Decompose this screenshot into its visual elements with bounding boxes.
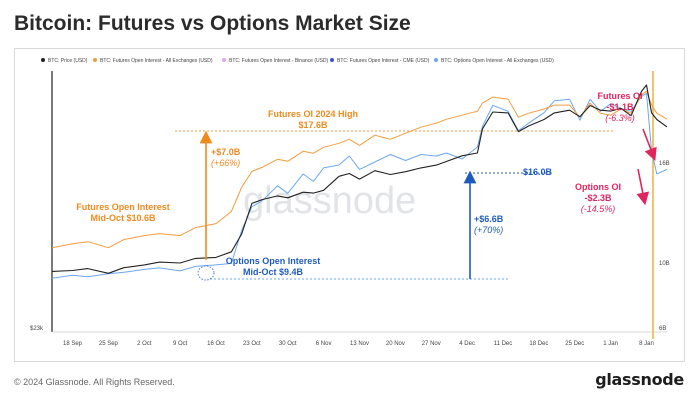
x-tick-label: 9 Oct bbox=[173, 341, 188, 347]
chart-title: Bitcoin: Futures vs Options Market Size bbox=[14, 12, 411, 35]
legend-swatch-futures bbox=[93, 58, 97, 62]
x-axis-ticks: 18 Sep 25 Sep 2 Oct 9 Oct 16 Oct 23 Oct 30 Oct… bbox=[63, 341, 654, 347]
annotation-futures-change-line1: +$7.0B bbox=[211, 147, 241, 157]
chart-svg: BTC: Price (USD) BTC: Futures Open Inter… bbox=[30, 58, 670, 347]
annotation-futures-change: +$7.0B (+66%) bbox=[211, 147, 241, 168]
glassnode-logo: glassnode bbox=[595, 370, 684, 389]
y-right-tick-10B: 10B bbox=[659, 261, 670, 267]
annotation-futures-drop-line3: (-6.3%) bbox=[605, 113, 635, 123]
x-tick-label: 16 Oct bbox=[207, 341, 225, 347]
series-layer bbox=[51, 84, 668, 279]
chart-panel: BTC: Price (USD) BTC: Futures Open Inter… bbox=[14, 48, 685, 362]
options-oi-line bbox=[51, 92, 668, 279]
x-tick-label: 25 Dec bbox=[565, 341, 584, 347]
x-tick-label: 20 Nov bbox=[386, 341, 405, 347]
annotation-options-change: +$6.6B (+70%) bbox=[474, 214, 504, 235]
annotation-options-drop-line3: (-14.5%) bbox=[581, 204, 616, 214]
legend: BTC: Price (USD) BTC: Futures Open Inter… bbox=[41, 58, 554, 64]
legend-swatch-binance bbox=[222, 58, 226, 62]
x-tick-label: 23 Oct bbox=[243, 341, 261, 347]
y-right-tick-6B: 6B bbox=[659, 326, 666, 332]
y-right-ticks: 16B 10B 6B bbox=[659, 161, 670, 332]
x-tick-label: 25 Sep bbox=[99, 341, 119, 347]
price-line bbox=[51, 84, 668, 274]
legend-item-binance: BTC: Futures Open Interest - Binance (US… bbox=[229, 58, 329, 64]
x-tick-label: 18 Sep bbox=[63, 341, 83, 347]
legend-item-options: BTC: Options Open Interest - All Exchang… bbox=[441, 58, 554, 64]
annotation-futures-midoct-line1: Futures Open Interest bbox=[76, 202, 170, 212]
watermark: glassnode bbox=[243, 180, 416, 222]
x-tick-label: 27 Nov bbox=[422, 341, 441, 347]
legend-swatch-cme bbox=[330, 58, 334, 62]
annotation-options-change-line1: +$6.6B bbox=[474, 214, 504, 224]
annotation-futures-drop: Futures OI -$1.1B (-6.3%) bbox=[597, 91, 642, 123]
annotation-options-level: $16.0B bbox=[523, 167, 553, 177]
annotation-options-drop-line1: Options OI bbox=[575, 182, 621, 192]
annotation-futures-drop-line2: -$1.1B bbox=[606, 102, 634, 112]
legend-swatch-options bbox=[434, 58, 438, 62]
annotation-futures-change-line2: (+66%) bbox=[211, 158, 240, 168]
annotation-options-change-line2: (+70%) bbox=[474, 225, 503, 235]
x-tick-label: 6 Nov bbox=[316, 341, 332, 347]
annotation-options-drop-line2: -$2.3B bbox=[584, 193, 612, 203]
legend-item-price: BTC: Price (USD) bbox=[48, 58, 88, 64]
x-tick-label: 1 Jan bbox=[603, 341, 618, 347]
annotation-options-midoct-line2: Mid-Oct $9.4B bbox=[243, 267, 304, 277]
annotation-options-drop: Options OI -$2.3B (-14.5%) bbox=[575, 182, 621, 214]
footer-copyright: © 2024 Glassnode. All Rights Reserved. bbox=[14, 377, 175, 387]
futures-drop-arrow bbox=[642, 128, 657, 161]
legend-item-cme: BTC: Futures Open Interest - CME (USD) bbox=[337, 58, 430, 64]
annotation-futures-high: Futures OI 2024 High $17.6B bbox=[268, 109, 358, 130]
y-right-tick-16B: 16B bbox=[659, 161, 670, 167]
legend-swatch-price bbox=[41, 58, 45, 62]
annotation-futures-midoct: Futures Open Interest Mid-Oct $10.6B bbox=[76, 202, 170, 223]
y-left-tick: $23k bbox=[30, 326, 44, 332]
x-tick-label: 30 Oct bbox=[279, 341, 297, 347]
x-tick-label: 8 Jan bbox=[639, 341, 654, 347]
options-drop-arrow bbox=[636, 168, 650, 206]
options-midoct-marker bbox=[197, 265, 215, 281]
futures-oi-line bbox=[51, 90, 668, 249]
x-tick-label: 2 Oct bbox=[137, 341, 152, 347]
legend-item-futures: BTC: Futures Open Interest - All Exchang… bbox=[100, 58, 213, 64]
x-tick-label: 18 Dec bbox=[529, 341, 548, 347]
annotation-options-midoct-line1: Options Open Interest bbox=[226, 256, 321, 266]
x-tick-label: 4 Dec bbox=[459, 341, 475, 347]
annotation-options-midoct: Options Open Interest Mid-Oct $9.4B bbox=[226, 256, 321, 277]
annotation-futures-high-line2: $17.6B bbox=[298, 120, 328, 130]
x-tick-label: 13 Nov bbox=[350, 341, 369, 347]
x-tick-label: 11 Dec bbox=[494, 341, 513, 347]
annotation-futures-midoct-line2: Mid-Oct $10.6B bbox=[90, 213, 156, 223]
annotation-futures-high-line1: Futures OI 2024 High bbox=[268, 109, 358, 119]
annotation-futures-drop-line1: Futures OI bbox=[597, 91, 642, 101]
